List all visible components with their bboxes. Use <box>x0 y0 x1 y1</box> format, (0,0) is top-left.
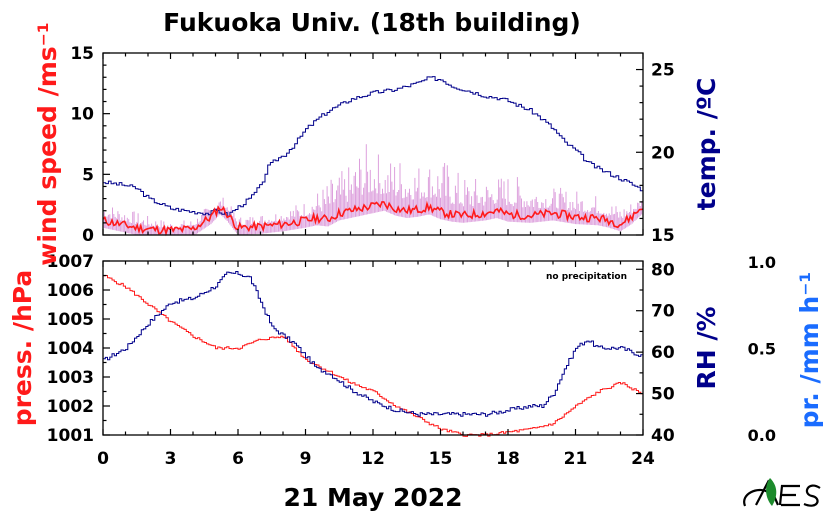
humidity-series <box>103 271 644 417</box>
precip-tick-label: 0.0 <box>748 426 776 445</box>
x-tick-label: 0 <box>97 449 109 469</box>
pressure-axis-label: press. /hPa <box>8 270 37 427</box>
pressure-tick-label: 1006 <box>47 281 94 301</box>
rh-tick-label: 50 <box>651 385 675 405</box>
rh-tick-label: 60 <box>651 343 675 363</box>
precip-axis-label: pr. /mm h⁻¹ <box>795 272 824 429</box>
x-tick-label: 6 <box>232 449 244 469</box>
pressure-tick-label: 1004 <box>47 339 94 359</box>
top-panel-ticks: 0 5 10 15 15 20 25 <box>70 44 675 246</box>
rh-tick-label: 70 <box>651 302 675 322</box>
pressure-line <box>103 275 644 437</box>
temperature-line <box>103 76 644 217</box>
x-axis-label: 21 May 2022 <box>283 483 462 512</box>
wind-speed-axis-label: wind speed /ms⁻¹ <box>33 22 62 266</box>
temperature-tick-label: 25 <box>651 61 675 81</box>
no-precipitation-note: no precipitation <box>546 272 627 282</box>
temperature-series <box>103 76 644 217</box>
temperature-axis-label: temp. /ºC <box>692 78 721 211</box>
pressure-series <box>103 275 644 437</box>
x-tick-label: 21 <box>564 449 588 469</box>
rh-axis-label: RH /% <box>692 306 721 389</box>
institution-logo <box>743 478 821 507</box>
bottom-panel-ticks: 0 3 6 9 12 15 18 21 24 1001 1002 1003 1004 1005 1006 10… <box>47 252 776 469</box>
x-tick-label: 18 <box>496 449 520 469</box>
pressure-tick-label: 1005 <box>47 310 94 330</box>
rh-tick-label: 80 <box>651 260 675 280</box>
wind-gust-series <box>102 144 644 235</box>
bottom-panel-frame <box>102 260 644 436</box>
x-tick-label: 3 <box>165 449 177 469</box>
wind-speed-tick-label: 0 <box>82 226 94 246</box>
x-tick-label: 12 <box>361 449 385 469</box>
wind-speed-series <box>102 200 644 237</box>
x-tick-label: 24 <box>631 449 655 469</box>
bottom-panel: 0 3 6 9 12 15 18 21 24 1001 1002 1003 1004 1005 1006 10… <box>47 252 776 469</box>
wind-speed-tick-label: 10 <box>70 105 94 125</box>
rh-tick-label: 40 <box>651 426 675 446</box>
pressure-tick-label: 1001 <box>47 426 94 446</box>
wind-speed-tick-label: 15 <box>70 44 94 64</box>
chart-title: Fukuoka Univ. (18th building) <box>163 8 581 37</box>
temperature-tick-label: 15 <box>651 226 675 246</box>
precip-tick-label: 0.5 <box>748 340 776 359</box>
precip-tick-label: 1.0 <box>748 253 776 272</box>
pressure-tick-label: 1007 <box>47 252 94 272</box>
pressure-tick-label: 1003 <box>47 368 94 388</box>
x-tick-label: 9 <box>300 449 312 469</box>
wind-speed-line <box>102 200 644 237</box>
x-tick-label: 15 <box>429 449 453 469</box>
pressure-tick-label: 1002 <box>47 397 94 417</box>
temperature-tick-label: 20 <box>651 143 675 163</box>
top-panel: 0 5 10 15 15 20 25 <box>70 44 675 246</box>
wind-speed-tick-label: 5 <box>82 165 94 185</box>
humidity-line <box>103 271 644 417</box>
